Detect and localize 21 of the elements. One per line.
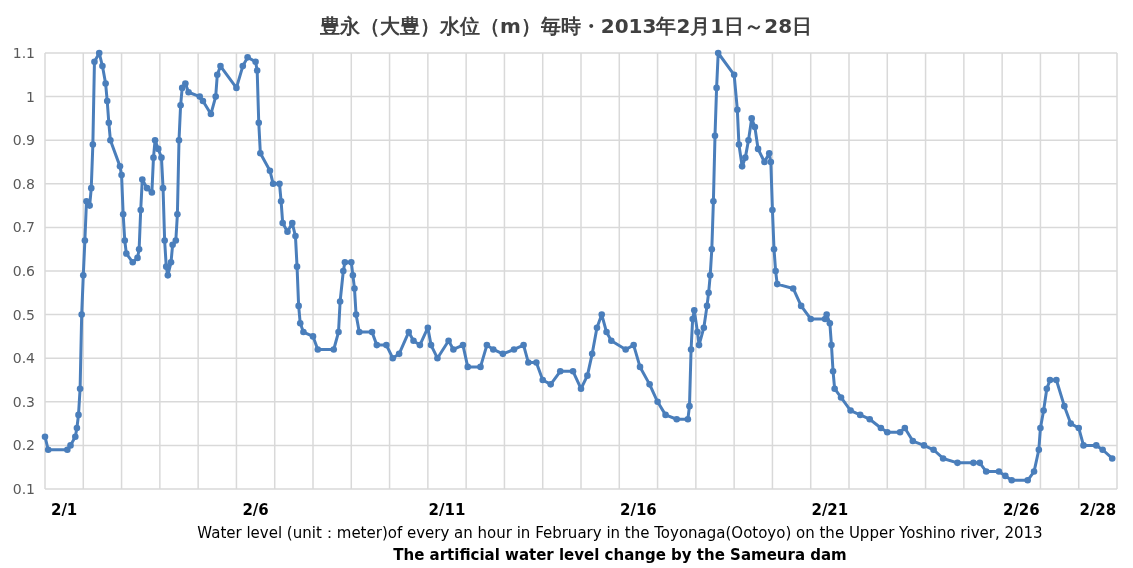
- y-tick-label: 0.9: [12, 132, 35, 149]
- y-tick-label: 1: [26, 88, 35, 105]
- y-tick-label: 0.4: [12, 350, 36, 367]
- y-tick-label: 0.8: [12, 175, 35, 192]
- y-tick-label: 0.1: [12, 481, 35, 497]
- text: The artificial water level change by the Sameura dam: [393, 546, 847, 564]
- x-tick-label: 2/16: [620, 501, 657, 519]
- y-tick-label: 0.6: [12, 263, 36, 279]
- x-tick-label: 2/21: [811, 501, 849, 519]
- x-tick-label: 2/28: [1079, 501, 1117, 519]
- x-tick-label: 2/11: [428, 501, 466, 519]
- x-tick-label: 2/26: [1002, 501, 1040, 519]
- y-tick-label: 0.2: [12, 437, 35, 454]
- chart-title: 豊永（大豊）水位（m）毎時・2013年2月1日～28日: [318, 14, 813, 38]
- y-tick-label: 0.7: [12, 219, 35, 236]
- text: Water level (unit：meter)of every an hour in February in the Toyonaga(Ootoyo) on the Upper Yoshino river, 2013: [197, 524, 1043, 542]
- y-tick-label: 0.5: [12, 306, 35, 323]
- y-tick-label: 1.1: [12, 45, 35, 61]
- y-tick-label: 0.3: [12, 393, 35, 410]
- x-tick-label: 2/1: [50, 501, 78, 519]
- x-tick-label: 2/6: [242, 501, 269, 519]
